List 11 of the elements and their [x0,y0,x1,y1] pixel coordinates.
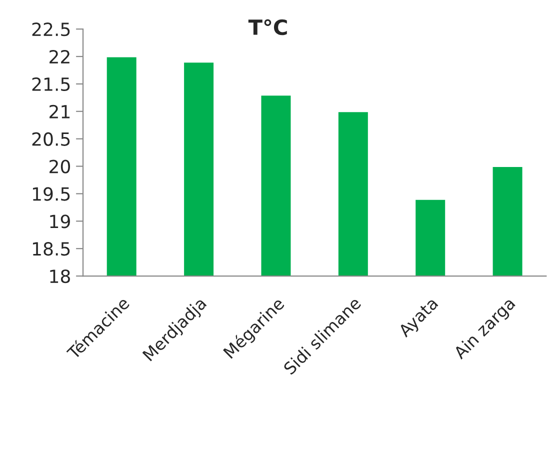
y-tick-label: 22 [50,50,70,64]
y-tick-label: 21.5 [32,77,70,92]
y-tick-label: 18 [50,269,70,284]
y-tick-label: 18.5 [32,242,70,256]
y-tick-label: 19 [50,214,70,228]
y-tick-label: 20.5 [32,132,70,146]
y-tick-label: 22.5 [32,22,70,36]
y-tick-label: 21 [50,104,70,118]
y-tick-label: 19.5 [32,187,70,201]
y-tick-label: 20 [50,160,70,174]
chart-title: T°C [248,19,287,36]
